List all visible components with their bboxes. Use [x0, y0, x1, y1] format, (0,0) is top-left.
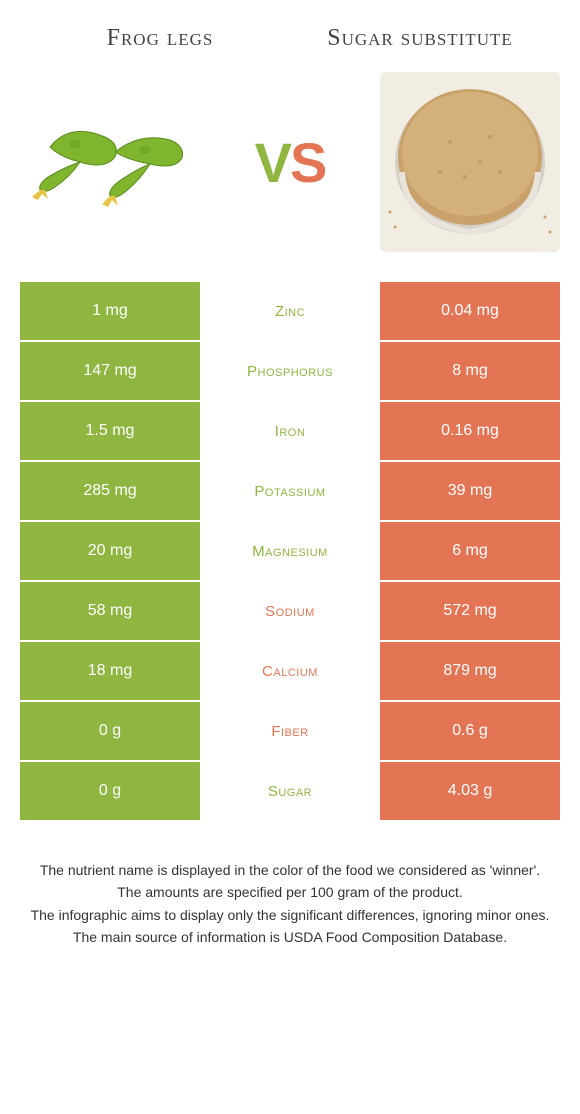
left-value: 0 g — [20, 762, 200, 820]
footer-line-2: The amounts are specified per 100 gram o… — [25, 882, 555, 902]
nutrient-table: 1 mgZinc0.04 mg147 mgPhosphorus8 mg1.5 m… — [20, 282, 560, 820]
left-value: 58 mg — [20, 582, 200, 640]
nutrient-row: 20 mgMagnesium6 mg — [20, 522, 560, 580]
nutrient-label: Sodium — [200, 582, 380, 640]
left-value: 1 mg — [20, 282, 200, 340]
frog-legs-image — [20, 82, 200, 242]
left-food-title: Frog legs — [30, 25, 290, 52]
nutrient-row: 1 mgZinc0.04 mg — [20, 282, 560, 340]
image-row: VS — [20, 72, 560, 272]
right-value: 0.04 mg — [380, 282, 560, 340]
left-value: 0 g — [20, 702, 200, 760]
nutrient-label: Calcium — [200, 642, 380, 700]
left-value: 18 mg — [20, 642, 200, 700]
right-value: 879 mg — [380, 642, 560, 700]
nutrient-label: Zinc — [200, 282, 380, 340]
frog-legs-icon — [20, 102, 200, 222]
vs-v-letter: V — [255, 131, 290, 194]
footer-line-3: The infographic aims to display only the… — [25, 905, 555, 925]
right-value: 0.16 mg — [380, 402, 560, 460]
nutrient-row: 0 gFiber0.6 g — [20, 702, 560, 760]
left-value: 1.5 mg — [20, 402, 200, 460]
nutrient-label: Potassium — [200, 462, 380, 520]
nutrient-row: 1.5 mgIron0.16 mg — [20, 402, 560, 460]
nutrient-label: Fiber — [200, 702, 380, 760]
left-value: 147 mg — [20, 342, 200, 400]
sugar-substitute-image — [380, 72, 560, 252]
infographic-container: Frog legs Sugar substitute VS — [0, 0, 580, 974]
right-value: 572 mg — [380, 582, 560, 640]
vs-s-letter: S — [290, 131, 325, 194]
footer-line-1: The nutrient name is displayed in the co… — [25, 860, 555, 880]
right-value: 39 mg — [380, 462, 560, 520]
right-value: 4.03 g — [380, 762, 560, 820]
nutrient-row: 18 mgCalcium879 mg — [20, 642, 560, 700]
sugar-substitute-icon — [380, 72, 560, 252]
footer-line-4: The main source of information is USDA F… — [25, 927, 555, 947]
right-value: 8 mg — [380, 342, 560, 400]
nutrient-row: 58 mgSodium572 mg — [20, 582, 560, 640]
right-food-title: Sugar substitute — [290, 25, 550, 52]
nutrient-row: 285 mgPotassium39 mg — [20, 462, 560, 520]
footer-notes: The nutrient name is displayed in the co… — [20, 860, 560, 947]
left-value: 20 mg — [20, 522, 200, 580]
right-value: 0.6 g — [380, 702, 560, 760]
nutrient-label: Sugar — [200, 762, 380, 820]
right-value: 6 mg — [380, 522, 560, 580]
header-row: Frog legs Sugar substitute — [20, 25, 560, 72]
nutrient-row: 0 gSugar4.03 g — [20, 762, 560, 820]
nutrient-label: Magnesium — [200, 522, 380, 580]
nutrient-row: 147 mgPhosphorus8 mg — [20, 342, 560, 400]
vs-label: VS — [255, 130, 326, 195]
nutrient-label: Iron — [200, 402, 380, 460]
left-value: 285 mg — [20, 462, 200, 520]
nutrient-label: Phosphorus — [200, 342, 380, 400]
